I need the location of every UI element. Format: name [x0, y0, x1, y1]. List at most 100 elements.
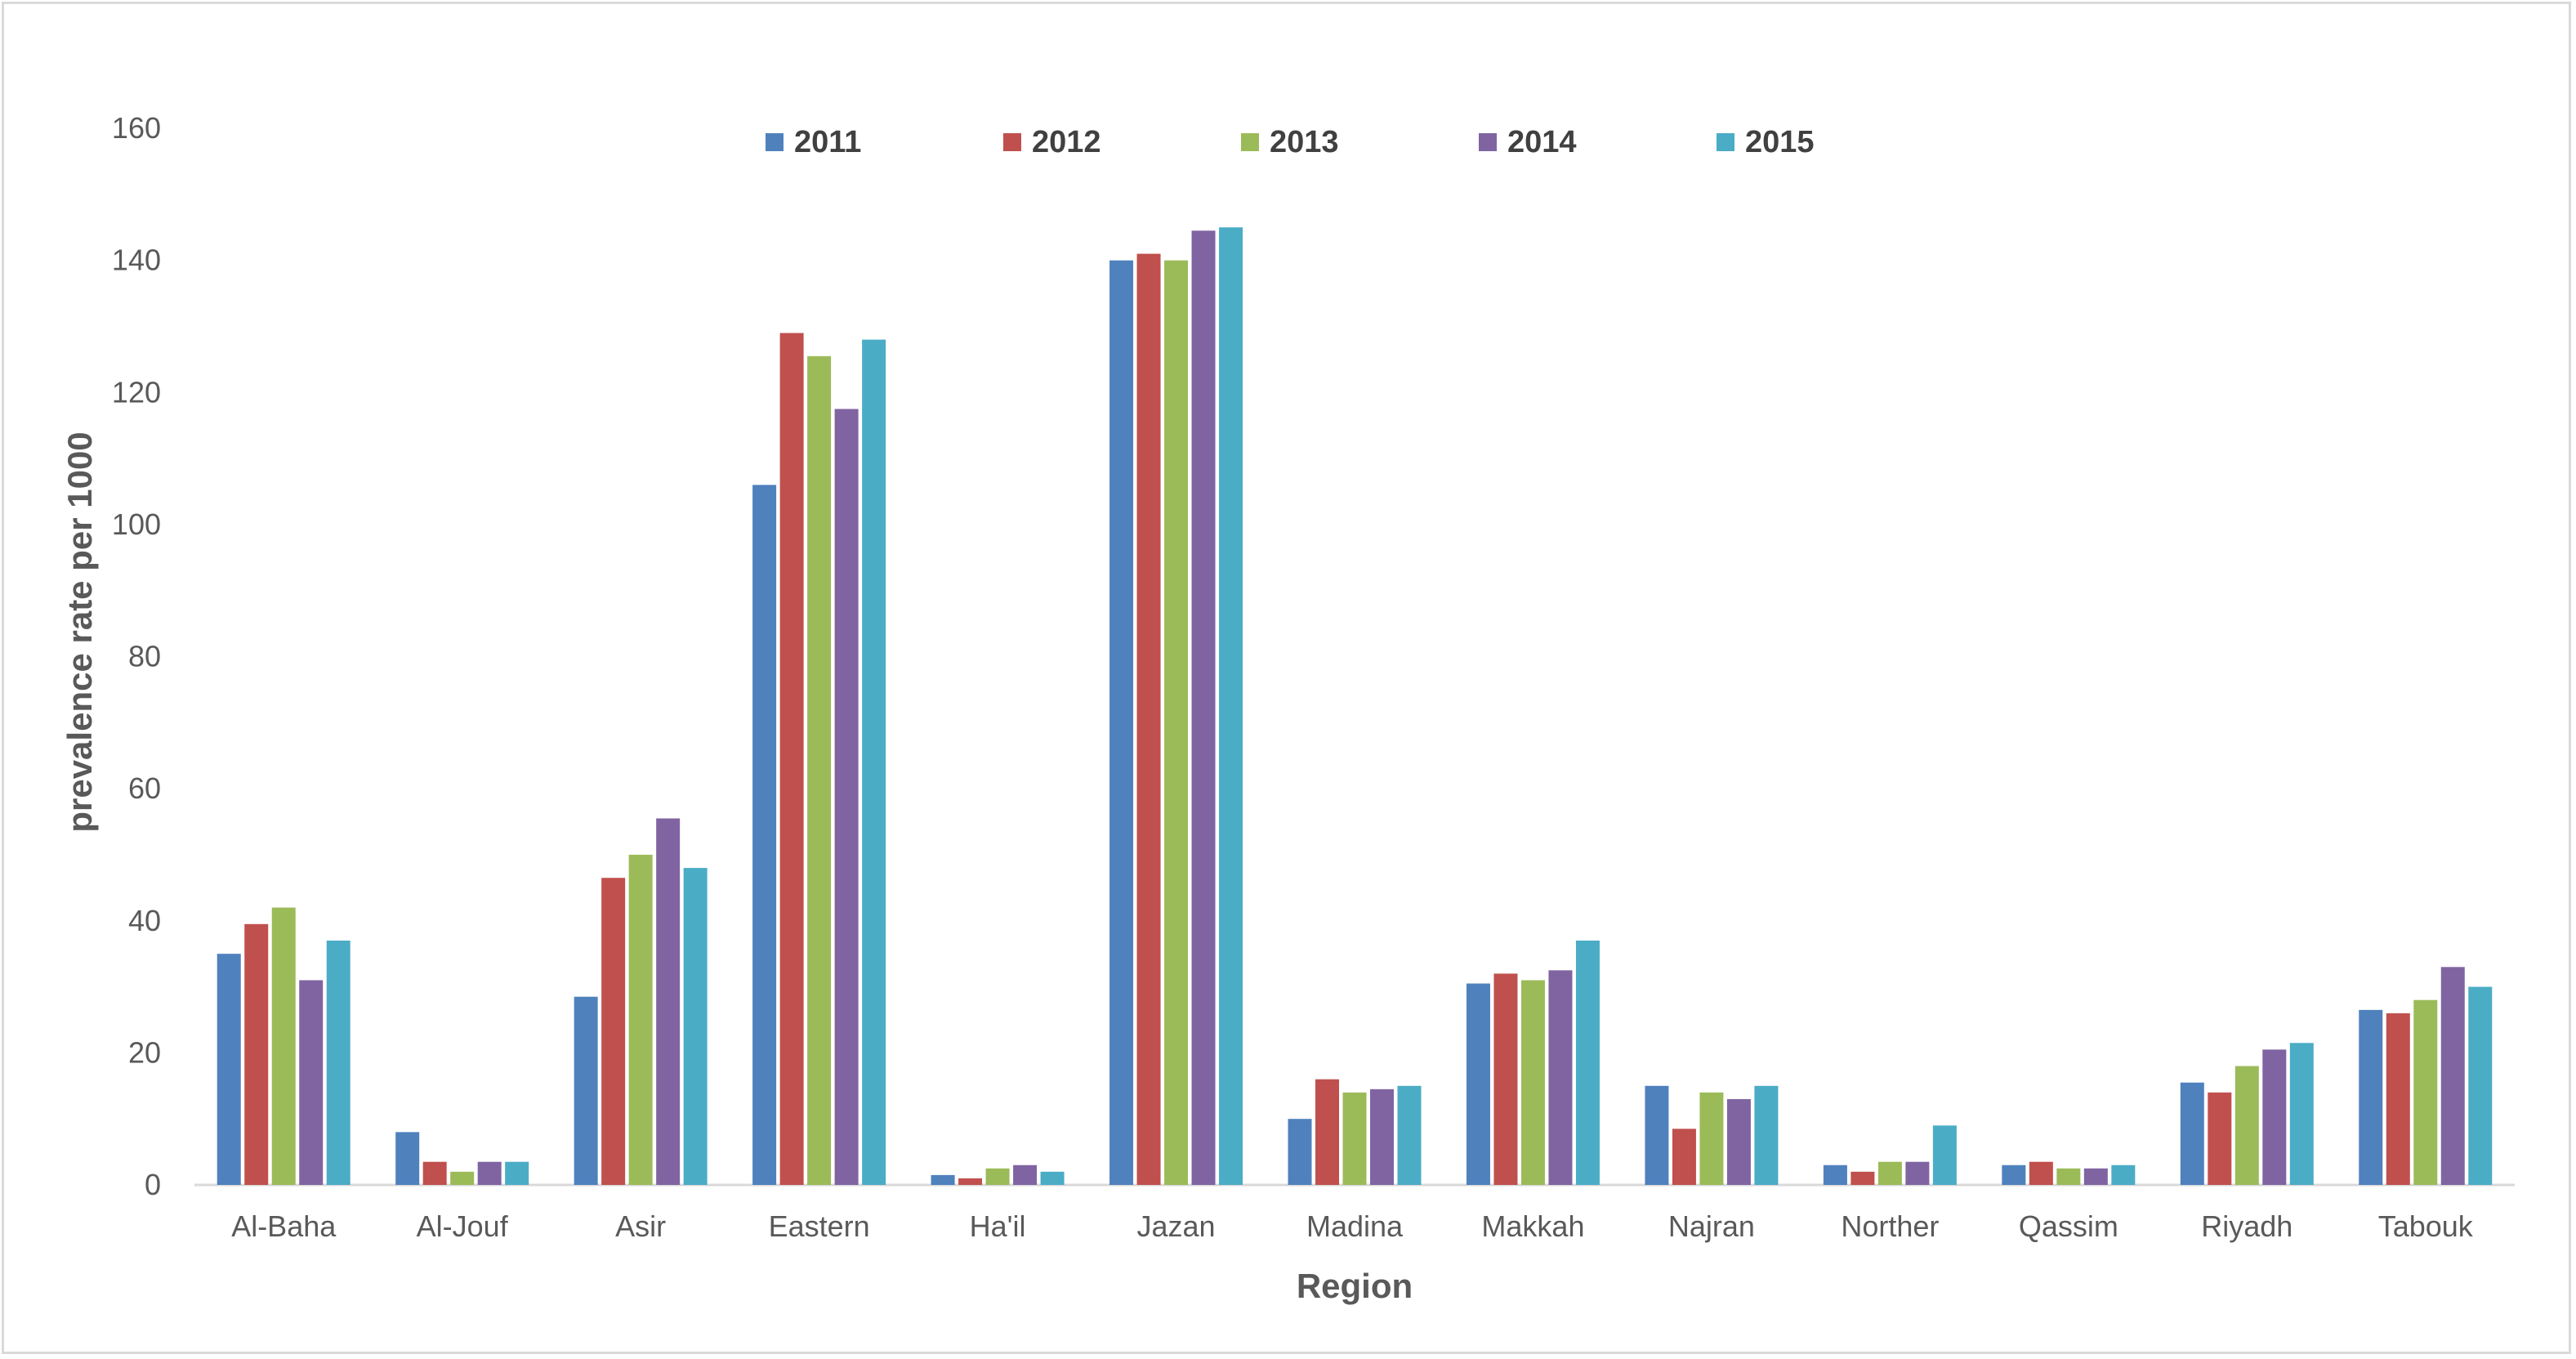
bar-2014-asir: [656, 818, 681, 1185]
y-axis-title: prevalence rate per 1000: [60, 431, 99, 832]
legend-label-2013: 2013: [1270, 125, 1339, 159]
bar-2014-jazan: [1191, 230, 1216, 1185]
bar-2011-al-jouf: [395, 1132, 420, 1185]
legend-swatch-2011: [766, 133, 784, 151]
y-tick-label: 0: [145, 1168, 161, 1201]
bar-2014-norther: [1905, 1161, 1930, 1185]
x-tick-label: Qassim: [2019, 1209, 2118, 1243]
bar-2012-madina: [1315, 1079, 1339, 1185]
bar-2012-al-baha: [244, 923, 269, 1185]
bar-2011-riyadh: [2180, 1082, 2204, 1185]
y-tick-label: 80: [128, 640, 161, 673]
bar-2014-riyadh: [2262, 1049, 2287, 1185]
bar-2015-riyadh: [2289, 1043, 2314, 1185]
y-tick-label: 140: [112, 244, 161, 277]
legend-swatch-2012: [1003, 133, 1021, 151]
bar-2013-norther: [1877, 1161, 1902, 1185]
x-axis-title: Region: [1297, 1267, 1413, 1305]
bar-2015-eastern: [862, 339, 886, 1186]
x-tick-label: Norther: [1841, 1209, 1939, 1243]
bar-2012-tabouk: [2386, 1013, 2410, 1185]
y-axis-ticks: 0 20 40 60 80 100 120 140 160: [112, 111, 161, 1201]
bar-2015-makkah: [1575, 940, 1600, 1185]
y-tick-label: 160: [112, 111, 161, 145]
x-tick-label: Al-Jouf: [417, 1209, 509, 1243]
bars: [217, 227, 2493, 1186]
x-axis-ticks: Al-Baha Al-Jouf Asir Eastern Ha'il Jazan Madin…: [231, 1209, 2474, 1243]
y-tick-label: 120: [112, 375, 161, 409]
bar-2011-norther: [1823, 1165, 1847, 1185]
bar-2012-qassim: [2029, 1161, 2053, 1185]
x-tick-label: Al-Baha: [231, 1209, 337, 1243]
bar-2011-qassim: [2002, 1165, 2026, 1185]
legend-label-2012: 2012: [1032, 125, 1101, 159]
bar-2013-qassim: [2056, 1168, 2081, 1185]
bar-2014-al-baha: [299, 980, 324, 1185]
bar-2012-ha-il: [958, 1178, 983, 1185]
bar-2013-eastern: [807, 355, 832, 1186]
bar-2013-al-baha: [271, 907, 296, 1185]
legend-swatch-2013: [1241, 133, 1259, 151]
bar-2014-eastern: [834, 409, 859, 1185]
bar-2012-al-jouf: [422, 1161, 447, 1185]
x-tick-label: Riyadh: [2201, 1209, 2293, 1243]
bar-2012-asir: [601, 878, 626, 1185]
bar-2015-qassim: [2111, 1165, 2136, 1185]
bar-2015-tabouk: [2468, 986, 2493, 1185]
x-tick-label: Eastern: [769, 1209, 870, 1243]
bar-2013-ha-il: [985, 1168, 1010, 1185]
legend-label-2011: 2011: [794, 125, 861, 159]
bar-2015-jazan: [1219, 227, 1243, 1185]
bar-2013-madina: [1342, 1092, 1367, 1185]
x-tick-label: Najran: [1668, 1209, 1755, 1243]
x-tick-label: Madina: [1306, 1209, 1404, 1243]
legend-swatch-2015: [1717, 133, 1734, 151]
y-tick-label: 100: [112, 507, 161, 541]
x-tick-label: Asir: [615, 1209, 666, 1243]
bar-2013-al-jouf: [450, 1171, 475, 1185]
bar-2013-jazan: [1164, 260, 1189, 1185]
bar-2012-najran: [1672, 1129, 1696, 1185]
bar-2011-madina: [1288, 1119, 1312, 1185]
bar-2015-madina: [1397, 1085, 1422, 1185]
bar-2012-eastern: [779, 333, 804, 1185]
bar-2011-asir: [574, 996, 598, 1185]
bar-2013-riyadh: [2234, 1066, 2259, 1185]
x-tick-label: Tabouk: [2378, 1209, 2474, 1243]
bar-2014-tabouk: [2440, 967, 2465, 1185]
legend-swatch-2014: [1479, 133, 1497, 151]
bar-2011-ha-il: [931, 1174, 955, 1185]
bar-2011-al-baha: [217, 954, 241, 1185]
x-tick-label: Jazan: [1136, 1209, 1215, 1243]
legend-label-2015: 2015: [1745, 125, 1815, 159]
x-tick-label: Makkah: [1481, 1209, 1584, 1243]
bar-2014-al-jouf: [477, 1161, 502, 1185]
x-tick-label: Ha'il: [970, 1209, 1026, 1243]
bar-2012-norther: [1851, 1171, 1875, 1185]
bar-2013-makkah: [1520, 980, 1545, 1185]
legend-label-2014: 2014: [1507, 125, 1577, 159]
bar-2011-najran: [1645, 1085, 1669, 1185]
y-tick-label: 20: [128, 1035, 161, 1069]
y-tick-label: 60: [128, 771, 161, 805]
bar-2014-makkah: [1548, 970, 1573, 1185]
bar-2012-jazan: [1136, 253, 1161, 1186]
bar-2015-ha-il: [1040, 1171, 1065, 1185]
bar-2011-tabouk: [2359, 1009, 2383, 1185]
bar-2011-eastern: [752, 485, 777, 1185]
bar-2015-al-baha: [326, 940, 350, 1185]
bar-2011-makkah: [1466, 983, 1490, 1185]
bar-2014-madina: [1370, 1089, 1394, 1185]
bar-2013-tabouk: [2413, 999, 2438, 1185]
bar-2013-najran: [1699, 1092, 1724, 1185]
bar-2011-jazan: [1109, 260, 1134, 1185]
bar-2014-qassim: [2083, 1168, 2108, 1185]
bar-2015-norther: [1932, 1125, 1957, 1185]
bar-2015-najran: [1754, 1085, 1779, 1185]
bar-2015-al-jouf: [505, 1161, 529, 1185]
bar-2013-asir: [628, 854, 653, 1185]
legend: 2011 2012 2013 2014 2015: [766, 125, 1815, 159]
y-tick-label: 40: [128, 904, 161, 937]
